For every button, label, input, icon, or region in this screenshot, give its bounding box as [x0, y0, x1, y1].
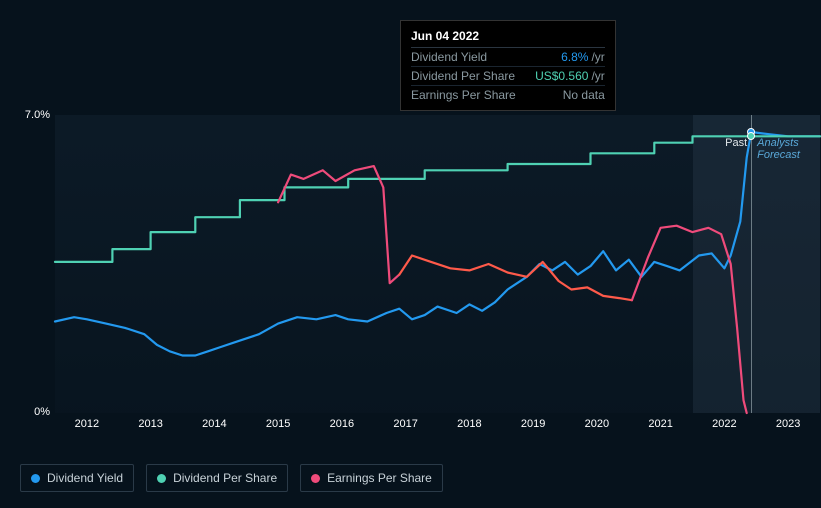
- y-axis-label-bottom: 0%: [20, 406, 50, 418]
- tooltip-date: Jun 04 2022: [411, 27, 605, 48]
- x-tick: 2013: [138, 418, 162, 430]
- series-line: [55, 136, 820, 262]
- x-tick: 2019: [521, 418, 545, 430]
- x-tick: 2021: [648, 418, 672, 430]
- tooltip-row-value: 6.8%/yr: [561, 50, 605, 64]
- series-line: [632, 226, 747, 413]
- legend-dot-icon: [31, 474, 40, 483]
- y-axis-label-top: 7.0%: [20, 109, 50, 121]
- tooltip-row-label: Dividend Per Share: [411, 69, 515, 83]
- x-tick: 2018: [457, 418, 481, 430]
- tooltip-row: Dividend Yield 6.8%/yr: [411, 48, 605, 67]
- x-tick: 2017: [393, 418, 417, 430]
- x-axis-ticks: 2012 2013 2014 2015 2016 2017 2018 2019 2020 2021…: [55, 418, 820, 438]
- tooltip-row-label: Dividend Yield: [411, 50, 487, 64]
- hover-marker: [747, 132, 755, 140]
- legend-item[interactable]: Dividend Yield: [20, 464, 134, 492]
- x-tick: 2015: [266, 418, 290, 430]
- x-tick: 2016: [330, 418, 354, 430]
- legend-dot-icon: [157, 474, 166, 483]
- tooltip-row-label: Earnings Per Share: [411, 88, 516, 102]
- x-tick: 2023: [776, 418, 800, 430]
- legend-item[interactable]: Dividend Per Share: [146, 464, 288, 492]
- tooltip-row-value: US$0.560/yr: [535, 69, 605, 83]
- x-tick: 2014: [202, 418, 226, 430]
- series-line: [55, 132, 820, 356]
- legend-label: Dividend Yield: [47, 471, 123, 485]
- x-tick: 2012: [75, 418, 99, 430]
- x-tick: 2022: [712, 418, 736, 430]
- tooltip-row-value: No data: [563, 88, 605, 102]
- hover-tooltip: Jun 04 2022 Dividend Yield6.8%/yrDividen…: [400, 20, 616, 111]
- plot-area[interactable]: Past Analysts Forecast: [55, 115, 820, 413]
- series-line: [278, 166, 399, 283]
- tooltip-row: Earnings Per Share No data: [411, 86, 605, 104]
- legend-dot-icon: [311, 474, 320, 483]
- legend-label: Earnings Per Share: [327, 471, 432, 485]
- legend-label: Dividend Per Share: [173, 471, 277, 485]
- legend-item[interactable]: Earnings Per Share: [300, 464, 443, 492]
- x-tick: 2020: [585, 418, 609, 430]
- series-lines: [55, 115, 820, 413]
- series-line: [399, 256, 632, 301]
- legend: Dividend Yield Dividend Per Share Earnings…: [20, 464, 443, 492]
- tooltip-row: Dividend Per Share US$0.560/yr: [411, 67, 605, 86]
